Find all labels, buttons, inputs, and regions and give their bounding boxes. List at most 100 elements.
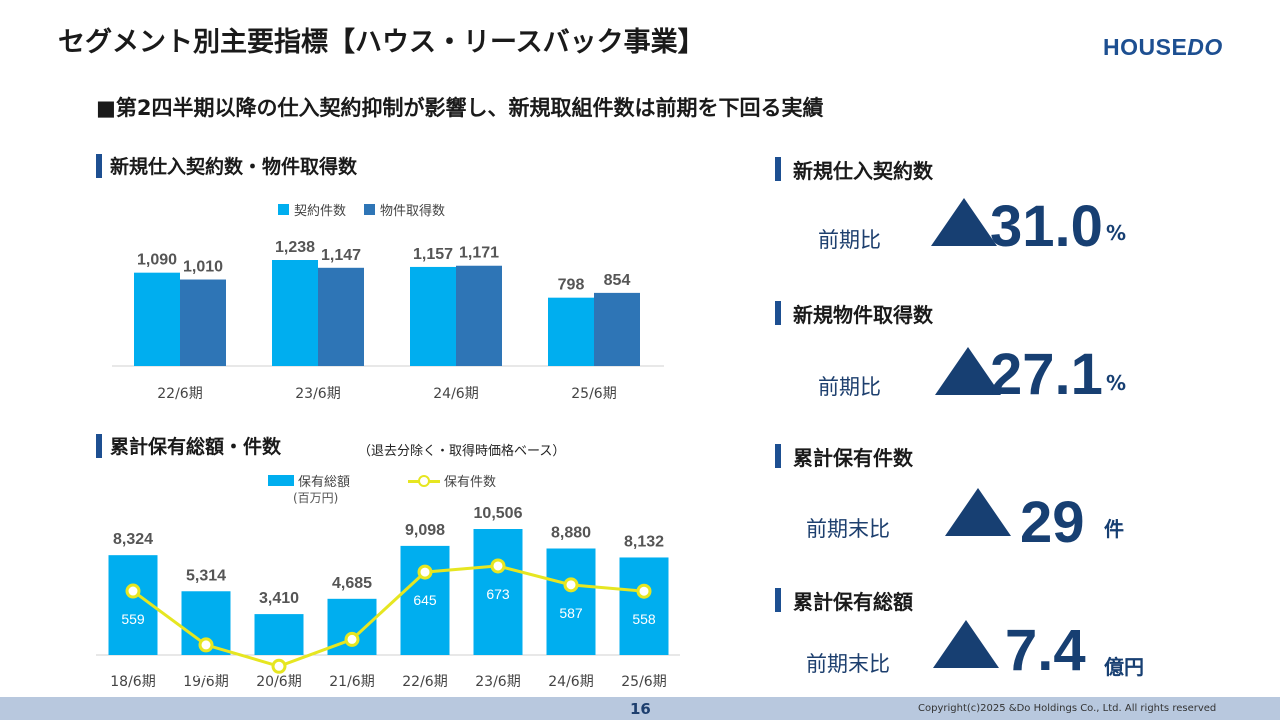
chart1-x-tick-label: 24/6期	[433, 386, 478, 402]
chart2-x-tick-label: 25/6期	[621, 674, 666, 690]
chart2-count-label: 314	[194, 665, 218, 681]
chart2-count-point	[636, 583, 652, 599]
legend-swatch-acquisitions	[364, 204, 376, 215]
decrease-triangle-icon	[945, 488, 1011, 536]
page-title: セグメント別主要指標【ハウス・リースバック事業】	[58, 27, 705, 58]
chart2-count-label: 673	[486, 586, 510, 602]
chart2-data-label: 5,314	[186, 567, 226, 584]
chart2-bar	[254, 614, 304, 655]
chart1-data-label: 1,157	[413, 246, 453, 263]
chart1-bar	[410, 266, 456, 366]
chart2-x-tick-label: 18/6期	[110, 674, 155, 690]
chart2-data-label: 3,410	[259, 590, 299, 607]
kpi-label-acquisitions: 前期比	[818, 375, 881, 399]
kpi-title-holdings-value: 累計保有総額	[775, 586, 913, 615]
chart2-x-tick-label: 23/6期	[475, 674, 520, 690]
chart2-x-tick-label: 21/6期	[329, 674, 374, 690]
chart1-bar	[180, 279, 226, 366]
legend-swatch-total-value	[268, 475, 294, 486]
chart1-legend: 契約件数 物件取得数	[278, 200, 445, 219]
chart2-bar	[546, 548, 596, 655]
company-logo: HOUSEDO	[1103, 34, 1223, 61]
kpi-label-holdings-count: 前期末比	[806, 517, 890, 541]
chart2-count-label: 559	[121, 611, 145, 627]
section-title-contracts: 新規仕入契約数・物件取得数	[96, 152, 357, 179]
decrease-triangle-icon	[931, 198, 997, 246]
chart2-bar	[619, 557, 669, 655]
chart2-count-point	[125, 583, 141, 599]
chart1-data-label: 798	[558, 277, 585, 294]
legend-swatch-contracts	[278, 204, 289, 215]
chart1-bar	[456, 265, 502, 366]
kpi-value-acquisitions: 27.1	[990, 342, 1103, 407]
chart2-x-tick-label: 20/6期	[256, 674, 301, 690]
kpi-label-holdings-value: 前期末比	[806, 652, 890, 676]
headline: ■第2四半期以降の仕入契約抑制が影響し、新規取組件数は前期を下回る実績	[96, 96, 824, 120]
kpi-unit-holdings-count: 件	[1104, 517, 1124, 541]
chart2-bar	[400, 545, 450, 655]
chart2-count-point	[490, 558, 506, 574]
chart2-count-point	[563, 577, 579, 593]
kpi-title-holdings-count: 累計保有件数	[775, 442, 913, 471]
chart1-bar	[318, 267, 364, 366]
chart2-count-point	[344, 631, 360, 647]
chart1-x-tick-label: 25/6期	[571, 386, 616, 402]
chart1-x-tick-label: 23/6期	[295, 386, 340, 402]
kpi-value-contracts: 31.0	[990, 194, 1103, 259]
page-number: 16	[630, 700, 651, 718]
holdings-note: （退去分除く・取得時価格ベース）	[358, 444, 566, 459]
kpi-unit-acquisitions: %	[1106, 371, 1127, 395]
legend-label-total-value: 保有総額	[298, 475, 351, 490]
chart2-data-label: 8,324	[113, 531, 153, 548]
footer-bar	[0, 697, 1280, 720]
chart2-bar	[473, 529, 523, 655]
legend-label-contracts: 契約件数	[294, 204, 347, 219]
kpi-unit-holdings-value: 億円	[1104, 655, 1144, 679]
chart2-x-tick-label: 22/6期	[402, 674, 447, 690]
chart1-data-label: 1,010	[183, 259, 223, 276]
copyright: Copyright(c)2025 &Do Holdings Co., Ltd. …	[918, 703, 1217, 714]
chart2-legend: 保有総額 保有件数	[268, 471, 496, 490]
kpi-title-contracts: 新規仕入契約数	[775, 155, 933, 184]
legend-unit-label: (百万円)	[293, 491, 339, 505]
kpi-label-contracts: 前期比	[818, 228, 881, 252]
chart1-x-tick-label: 22/6期	[157, 386, 202, 402]
chart2-count-point	[271, 658, 287, 674]
logo-main: HOUSE	[1103, 34, 1188, 60]
chart2-data-label: 9,098	[405, 522, 445, 539]
chart2-count-point	[417, 564, 433, 580]
decrease-triangle-icon	[933, 620, 999, 668]
chart1-bar	[134, 272, 180, 366]
chart2-x-tick-label: 24/6期	[548, 674, 593, 690]
chart1-data-label: 1,147	[321, 247, 361, 264]
chart2-x-tick-label: 19/6期	[183, 674, 228, 690]
chart1-data-label: 854	[604, 272, 631, 289]
chart2-data-label: 4,685	[332, 575, 372, 592]
chart2-count-point	[198, 637, 214, 653]
kpi-value-holdings-value: 7.4	[1005, 618, 1086, 683]
decrease-triangle-icon	[935, 347, 1001, 395]
kpi-title-acquisitions: 新規物件取得数	[775, 299, 933, 328]
kpi-value-holdings-count: 29	[1020, 490, 1085, 555]
chart1-data-label: 1,171	[459, 245, 499, 262]
chart2-data-label: 10,506	[474, 505, 523, 522]
section-title-holdings: 累計保有総額・件数	[96, 432, 281, 459]
chart1-bar	[594, 292, 640, 366]
chart2-count-line	[132, 564, 645, 668]
chart2-bar	[108, 555, 158, 655]
legend-swatch-holdings-count	[408, 474, 441, 487]
legend-label-acquisitions: 物件取得数	[380, 204, 446, 219]
logo-accent: DO	[1187, 34, 1223, 60]
chart2-count-label: 645	[413, 592, 437, 608]
chart2-count-label: 587	[559, 605, 583, 621]
chart1-bar	[272, 260, 318, 366]
chart2-data-label: 8,132	[624, 533, 664, 550]
kpi-unit-contracts: %	[1106, 221, 1127, 245]
legend-label-holdings-count: 保有件数	[444, 475, 497, 490]
chart2-data-label: 8,880	[551, 525, 591, 542]
chart1-bar	[548, 297, 594, 366]
chart2-count-label: 339	[340, 659, 364, 675]
chart1-data-label: 1,090	[137, 252, 177, 269]
chart1-data-label: 1,238	[275, 239, 315, 256]
